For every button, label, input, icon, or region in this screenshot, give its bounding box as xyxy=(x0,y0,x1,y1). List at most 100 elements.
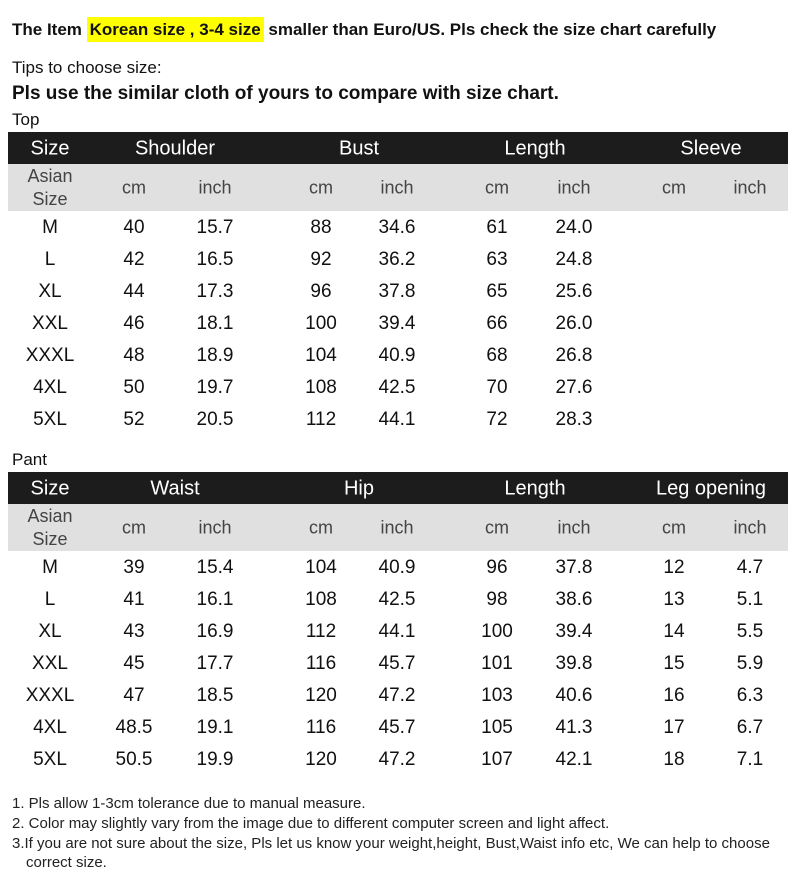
table-cell: 40 xyxy=(123,217,145,238)
table-cell: 44.1 xyxy=(378,409,416,430)
table-cell: 104 xyxy=(305,345,337,366)
table-cell: 112 xyxy=(305,409,337,430)
table-cell: 37.8 xyxy=(555,557,593,578)
table-cell: 61 xyxy=(486,217,508,238)
table-cell: 15.4 xyxy=(196,557,234,578)
table-cell: 39.4 xyxy=(555,621,593,642)
section-label: Top xyxy=(12,110,40,129)
table-cell: 5.1 xyxy=(736,589,764,610)
column-group: Length xyxy=(504,137,566,160)
table-cell: 19.9 xyxy=(196,749,234,770)
table-cell: 38.6 xyxy=(555,589,593,610)
table-cell: 18.9 xyxy=(196,345,234,366)
table-cell: 36.2 xyxy=(378,249,416,270)
table-cell: 42.5 xyxy=(378,589,416,610)
table-cell: 50.5 xyxy=(115,749,153,770)
table-cell: 40.9 xyxy=(378,345,416,366)
table-cell: 27.6 xyxy=(555,377,593,398)
table-cell: L xyxy=(44,589,56,610)
table-cell: 5XL xyxy=(33,749,67,770)
table-cell: 48.5 xyxy=(115,717,153,738)
header-band xyxy=(8,132,788,164)
table-cell: 46 xyxy=(123,313,145,334)
table-cell: 37.8 xyxy=(378,281,416,302)
table-cell: 63 xyxy=(486,249,508,270)
table-cell: 19.7 xyxy=(196,377,234,398)
table-cell: 116 xyxy=(305,717,337,738)
unit-header: cm xyxy=(122,177,146,198)
note: 3.If you are not sure about the size, Pl… xyxy=(12,835,770,871)
table-cell: 103 xyxy=(481,685,513,706)
table-cell: 41.3 xyxy=(555,717,593,738)
unit-header: cm xyxy=(662,177,686,198)
table-cell: 20.5 xyxy=(196,409,234,430)
subheader-band xyxy=(8,164,788,211)
unit-header: cm xyxy=(485,517,509,538)
table-cell: L xyxy=(44,249,56,270)
table-cell: 47 xyxy=(123,685,145,706)
table-cell: 16.9 xyxy=(196,621,234,642)
table-cell: 100 xyxy=(305,313,337,334)
table-cell: 18 xyxy=(663,749,685,770)
table-cell: 112 xyxy=(305,621,337,642)
column-group: Hip xyxy=(343,477,375,500)
table-cell: 16.1 xyxy=(196,589,234,610)
table-cell: 18.5 xyxy=(196,685,234,706)
table-cell: 43 xyxy=(123,621,145,642)
column-group: Shoulder xyxy=(134,137,216,160)
table-cell: 96 xyxy=(486,557,508,578)
column-group: Sleeve xyxy=(680,137,742,160)
subheader-band xyxy=(8,504,788,551)
table-cell: 44 xyxy=(123,281,145,302)
unit-header: cm xyxy=(122,517,146,538)
table-cell: 88 xyxy=(310,217,332,238)
table-cell: 15.7 xyxy=(196,217,234,238)
unit-header: cm xyxy=(309,517,333,538)
table-cell: 40.9 xyxy=(378,557,416,578)
header-prefix: The Item xyxy=(12,20,82,39)
table-cell: 39 xyxy=(123,557,145,578)
table-cell: 40.6 xyxy=(555,685,593,706)
unit-header: cm xyxy=(662,517,686,538)
table-cell: 5.9 xyxy=(736,653,764,674)
note: 2. Color may slightly vary from the imag… xyxy=(12,815,610,832)
table-cell: 107 xyxy=(481,749,513,770)
table-cell: 26.8 xyxy=(555,345,593,366)
table-cell: 52 xyxy=(123,409,145,430)
tips: Tips to choose size: xyxy=(12,58,162,77)
table-cell: 44.1 xyxy=(378,621,416,642)
column-group: Waist xyxy=(150,477,200,500)
table-cell: 45 xyxy=(123,653,145,674)
header-suffix: smaller than Euro/US. Pls check the size… xyxy=(268,20,717,39)
table-cell: 104 xyxy=(305,557,337,578)
table-cell: 66 xyxy=(486,313,508,334)
table-cell: 50 xyxy=(123,377,145,398)
section-label: Pant xyxy=(12,450,47,469)
table-cell: 96 xyxy=(310,281,332,302)
table-cell: 5XL xyxy=(33,409,67,430)
column-group: Bust xyxy=(338,137,380,160)
table-cell: 101 xyxy=(481,653,513,674)
unit-header: inch xyxy=(557,177,591,198)
unit-header: inch xyxy=(733,177,767,198)
table-cell: 6.7 xyxy=(736,717,764,738)
table-cell: 24.8 xyxy=(555,249,593,270)
table-cell: 42.1 xyxy=(555,749,593,770)
unit-header: inch xyxy=(198,517,232,538)
unit-header: cm xyxy=(485,177,509,198)
table-cell: M xyxy=(42,557,58,578)
unit-header: cm xyxy=(309,177,333,198)
table-cell: 45.7 xyxy=(378,717,416,738)
table-cell: 120 xyxy=(305,749,337,770)
table-cell: XXXL xyxy=(25,345,75,366)
table-cell: 70 xyxy=(486,377,508,398)
table-cell: 28.3 xyxy=(555,409,593,430)
table-cell: 116 xyxy=(305,653,337,674)
table-cell: 14 xyxy=(663,621,685,642)
table-cell: 34.6 xyxy=(378,217,416,238)
table-cell: 47.2 xyxy=(378,749,416,770)
table-cell: 24.0 xyxy=(555,217,593,238)
table-cell: M xyxy=(42,217,58,238)
table-cell: 17.3 xyxy=(196,281,234,302)
column-group: Length xyxy=(504,477,566,500)
